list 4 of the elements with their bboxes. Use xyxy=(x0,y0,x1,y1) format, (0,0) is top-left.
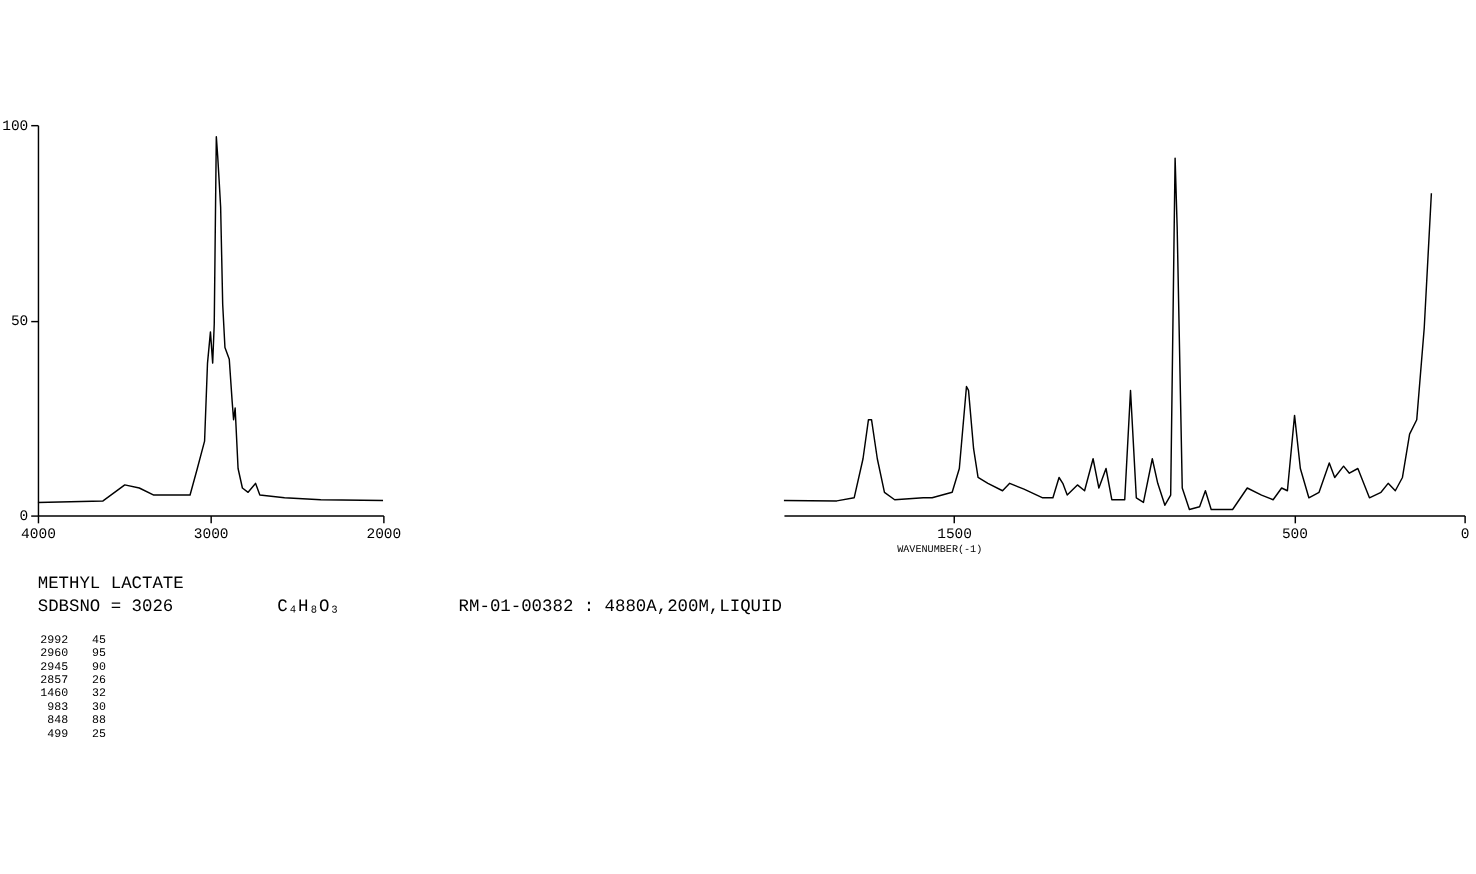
text: METHYL LACTATE xyxy=(37,573,184,594)
text: SDBSNO = 3026 xyxy=(37,597,174,618)
text: C₄H₈O₃ xyxy=(277,597,340,618)
text: RM-01-00382 : 4880A,200M,LIQUID xyxy=(458,597,782,618)
